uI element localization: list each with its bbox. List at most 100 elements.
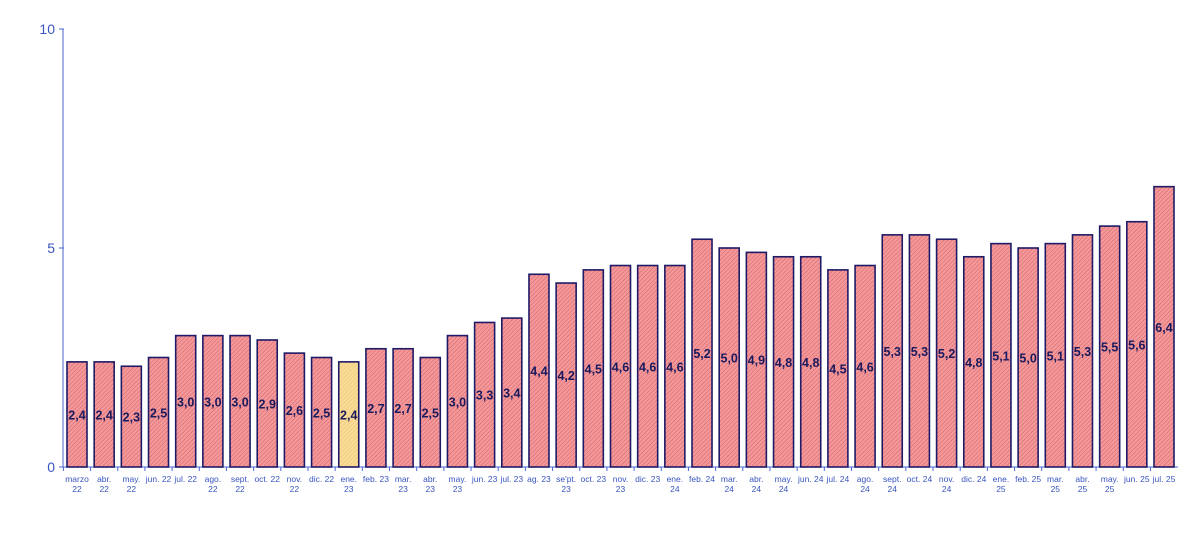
x-tick-label: marzo 22 [65, 474, 89, 494]
data-label: 4,5 [829, 362, 846, 376]
bar [555, 282, 577, 468]
data-label: 5,0 [1019, 352, 1036, 366]
data-label: 3,3 [476, 389, 493, 403]
bar [392, 347, 414, 468]
data-label: 5,2 [693, 347, 710, 361]
x-tick-label: nov. 24 [939, 474, 954, 494]
data-label: 5,3 [884, 345, 901, 359]
data-label: 2,5 [150, 406, 167, 420]
data-label: 5,3 [1074, 345, 1091, 359]
bar [799, 255, 822, 468]
data-label: 5,5 [1101, 341, 1118, 355]
data-label: 2,4 [68, 408, 85, 422]
x-tick-label: abr. 22 [97, 474, 111, 494]
bar [962, 255, 985, 468]
data-label: 4,8 [775, 356, 792, 370]
x-tick-label: feb. 24 [689, 474, 715, 484]
data-label: 4,6 [639, 360, 656, 374]
bar [745, 251, 768, 468]
x-tick-label: jun. 25 [1123, 474, 1150, 484]
labels: 2,4 marzo 22 2,4 abr. 22 2,3 may. 22 2,5 jun. 22 3,… [65, 321, 1175, 494]
x-tick-label: se'pt. 23 [556, 474, 576, 494]
data-label: 2,5 [422, 406, 439, 420]
data-label: 3,0 [204, 395, 221, 409]
data-label: 4,4 [530, 365, 547, 379]
bar [528, 273, 550, 468]
bar [990, 242, 1012, 468]
bar [1071, 234, 1094, 468]
data-label: 2,9 [259, 397, 276, 411]
data-label: 2,6 [286, 404, 303, 418]
x-tick-label: ago. 24 [857, 474, 874, 494]
x-tick-label: jun. 23 [471, 474, 498, 484]
data-label: 6,4 [1155, 321, 1172, 335]
x-tick-label: may. 22 [122, 474, 140, 494]
y-tick-label: 5 [47, 240, 55, 256]
x-tick-label: ene. 23 [340, 474, 357, 494]
bar [174, 334, 197, 468]
x-tick-label: may. 25 [1101, 474, 1119, 494]
data-label: 2,4 [95, 408, 112, 422]
x-tick-label: nov. 23 [613, 474, 628, 494]
x-tick-label: mar. 23 [395, 474, 412, 494]
x-tick-label: oct. 22 [254, 474, 280, 484]
bar [718, 247, 741, 468]
bar [500, 317, 523, 468]
x-tick-label: sept. 24 [883, 474, 901, 494]
bar [609, 264, 632, 468]
bars [66, 185, 1175, 468]
data-label: 4,8 [965, 356, 982, 370]
x-tick-label: sept. 22 [231, 474, 249, 494]
data-label: 2,7 [367, 402, 384, 416]
x-tick-label: oct. 24 [907, 474, 933, 484]
x-tick-label: abr. 25 [1075, 474, 1089, 494]
data-label: 4,9 [748, 354, 765, 368]
x-tick-label: abr. 23 [423, 474, 437, 494]
bar [1126, 220, 1148, 468]
bar [636, 264, 659, 468]
bar [772, 255, 795, 468]
data-label: 2,7 [394, 402, 411, 416]
data-label: 4,6 [856, 360, 873, 374]
bar [229, 334, 251, 468]
x-tick-label: nov. 22 [287, 474, 302, 494]
bar [935, 238, 958, 468]
data-label: 4,5 [585, 362, 602, 376]
bar [881, 234, 904, 468]
x-tick-label: jul. 25 [1152, 474, 1176, 484]
bar [854, 264, 876, 468]
bar [337, 361, 360, 468]
bar [908, 234, 931, 468]
x-tick-label: may. 23 [449, 474, 467, 494]
bar [1153, 185, 1175, 468]
bar [419, 356, 442, 468]
x-tick-label: dic. 22 [309, 474, 334, 484]
x-tick-label: jul. 22 [173, 474, 197, 484]
data-label: 4,6 [666, 360, 683, 374]
bar [93, 361, 115, 468]
data-label: 2,4 [340, 408, 357, 422]
bar [1044, 242, 1067, 468]
data-label: 3,0 [177, 395, 194, 409]
data-label: 4,2 [557, 369, 574, 383]
bar [827, 269, 849, 468]
data-label: 2,3 [123, 411, 140, 425]
x-tick-label: may. 24 [775, 474, 793, 494]
bar [446, 334, 469, 468]
y-tick-label: 10 [39, 21, 55, 37]
data-label: 5,1 [992, 349, 1009, 363]
y-tick-label: 0 [47, 459, 55, 475]
bar [310, 356, 333, 468]
bar [147, 356, 170, 468]
data-label: 3,0 [449, 395, 466, 409]
bar [664, 264, 686, 468]
x-tick-label: jul. 24 [826, 474, 850, 484]
data-label: 5,3 [911, 345, 928, 359]
x-tick-label: feb. 25 [1015, 474, 1041, 484]
bar [365, 347, 387, 468]
x-tick-label: ago. 22 [205, 474, 222, 494]
bar [1017, 247, 1039, 468]
x-tick-label: mar. 25 [1047, 474, 1064, 494]
bar [473, 321, 496, 468]
